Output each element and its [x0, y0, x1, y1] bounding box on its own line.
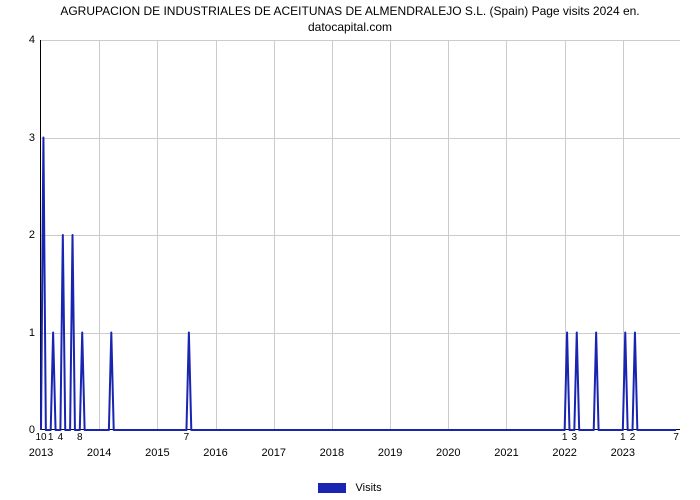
x-tick-label: 2020: [436, 447, 460, 459]
chart-container: AGRUPACION DE INDUSTRIALES DE ACEITUNAS …: [0, 0, 700, 500]
line-series-svg: [41, 40, 681, 430]
legend: Visits: [0, 482, 700, 494]
x-tick-label: 2018: [320, 447, 344, 459]
y-tick-label: 3: [29, 132, 35, 144]
y-tick-label: 4: [29, 34, 35, 46]
x-value-label: 2: [630, 432, 636, 443]
legend-swatch: [318, 483, 346, 493]
x-value-label: 1: [562, 432, 568, 443]
x-value-label: 1: [620, 432, 626, 443]
x-tick-label: 2016: [203, 447, 227, 459]
chart-title: AGRUPACION DE INDUSTRIALES DE ACEITUNAS …: [0, 4, 700, 35]
plot-area: 0123420132014201520162017201820192020202…: [40, 40, 680, 430]
x-value-label: 4: [58, 432, 64, 443]
x-tick-label: 2023: [611, 447, 635, 459]
y-tick-label: 1: [29, 327, 35, 339]
x-value-label: 8: [77, 432, 83, 443]
x-value-label: 7: [184, 432, 190, 443]
x-value-label: 10: [35, 432, 46, 443]
x-tick-label: 2022: [552, 447, 576, 459]
x-tick-label: 2019: [378, 447, 402, 459]
x-value-label: 3: [572, 432, 578, 443]
x-value-label: 1: [48, 432, 54, 443]
y-tick-label: 2: [29, 229, 35, 241]
visits-line: [41, 138, 676, 431]
chart-title-line1: AGRUPACION DE INDUSTRIALES DE ACEITUNAS …: [60, 4, 639, 18]
chart-title-line2: datocapital.com: [308, 20, 392, 34]
x-tick-label: 2014: [87, 447, 111, 459]
legend-label: Visits: [355, 482, 381, 494]
x-value-label: 7: [673, 432, 679, 443]
x-tick-label: 2013: [29, 447, 53, 459]
y-tick-label: 0: [29, 424, 35, 436]
x-tick-label: 2015: [145, 447, 169, 459]
x-tick-label: 2021: [494, 447, 518, 459]
x-tick-label: 2017: [261, 447, 285, 459]
